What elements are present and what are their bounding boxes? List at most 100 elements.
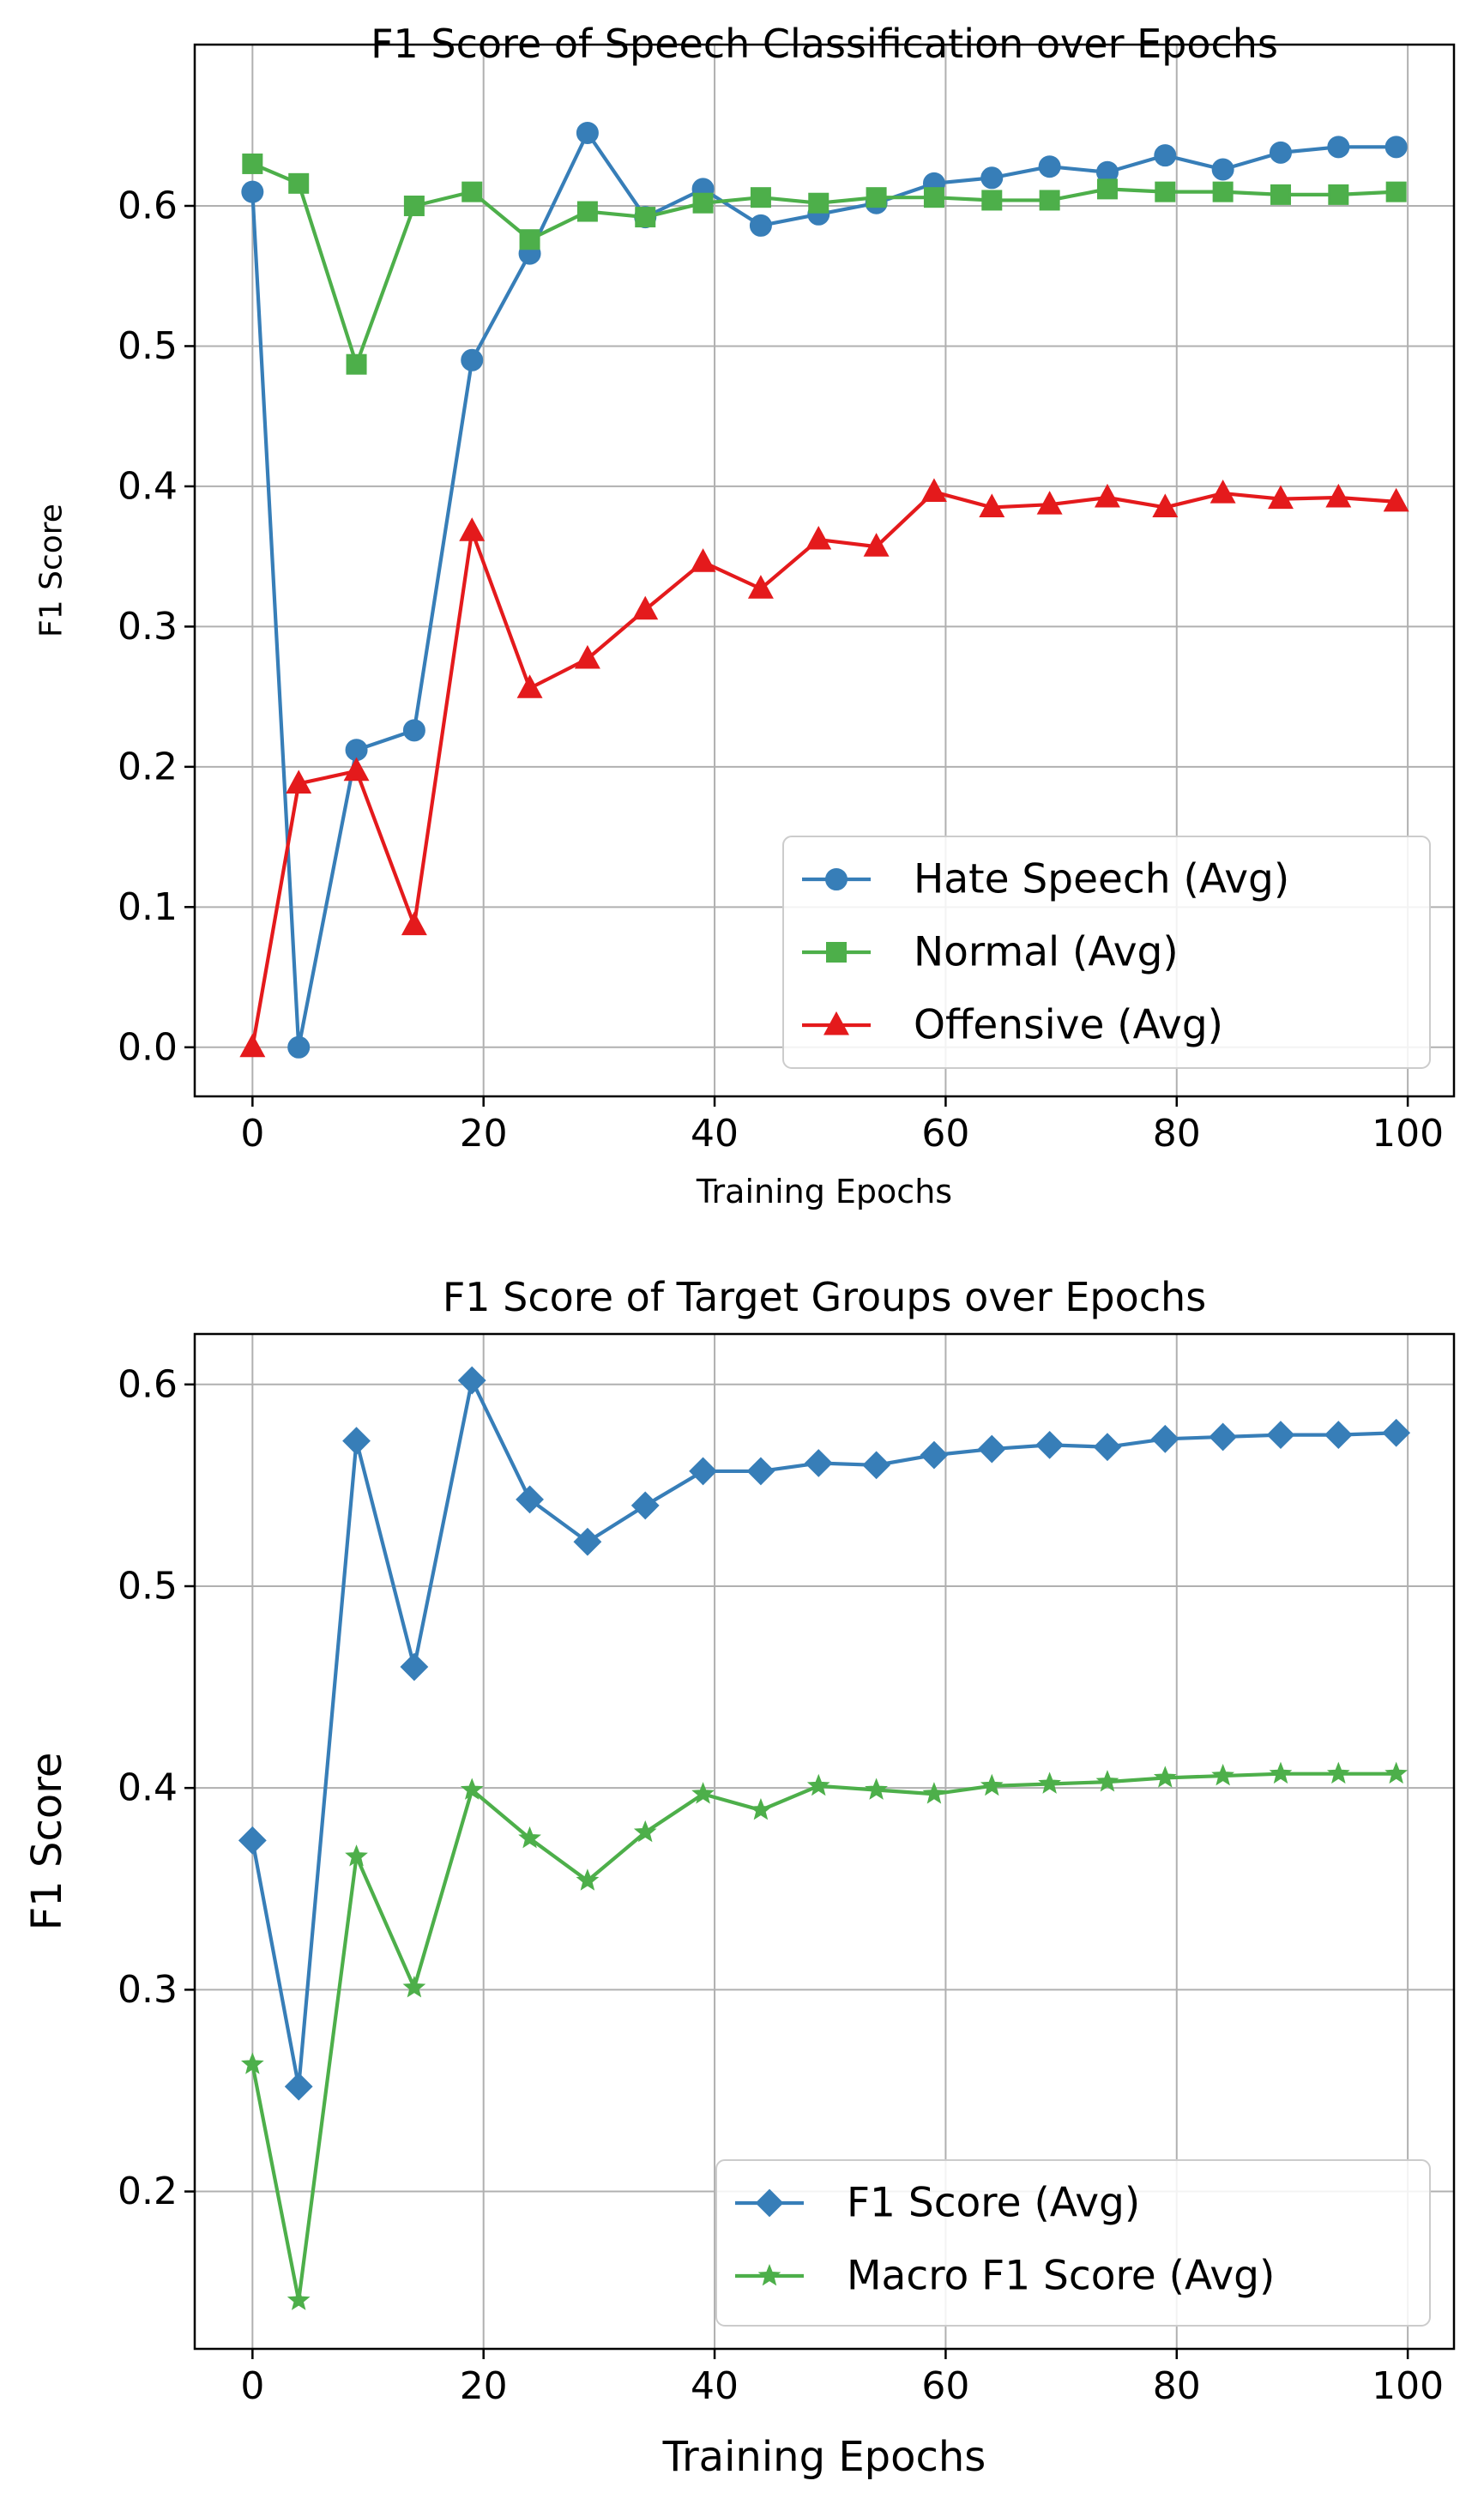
data-point <box>1212 181 1234 202</box>
legend: Hate Speech (Avg) Normal (Avg) Offensive (… <box>782 836 1431 1069</box>
data-point <box>241 180 264 203</box>
data-point <box>1382 1418 1411 1447</box>
legend-marker <box>823 1011 849 1035</box>
data-point <box>1094 483 1120 508</box>
data-point <box>920 1440 949 1470</box>
data-point <box>573 1527 602 1556</box>
y-tick-label: 0.1 <box>118 885 178 929</box>
data-point <box>240 2052 264 2074</box>
data-point <box>804 1449 833 1477</box>
data-point <box>865 1778 888 1800</box>
data-point <box>862 1451 891 1480</box>
series-offensive-avg <box>239 478 1409 1058</box>
y-tick-label: 0.6 <box>118 1362 178 1406</box>
legend-item: Hate Speech (Avg) <box>802 856 1289 903</box>
data-point <box>690 548 716 572</box>
y-tick-label: 0.4 <box>118 464 178 508</box>
data-point <box>632 595 659 620</box>
data-point <box>345 1844 368 1867</box>
data-point <box>239 1033 266 1058</box>
data-point <box>808 192 829 214</box>
x-tick-label: 60 <box>921 1112 969 1156</box>
data-point <box>1270 184 1291 205</box>
chart-title: F1 Score of Target Groups over Epochs <box>443 1274 1206 1320</box>
data-point <box>287 2288 311 2310</box>
data-point <box>1095 1770 1119 1792</box>
x-tick-label: 80 <box>1153 2364 1201 2408</box>
data-point <box>1328 184 1349 205</box>
legend-marker <box>825 868 848 890</box>
data-point <box>402 1975 426 1998</box>
data-point <box>461 348 484 371</box>
data-point <box>806 1773 830 1796</box>
data-point <box>345 739 368 762</box>
x-tick-label: 20 <box>460 2364 508 2408</box>
data-point <box>923 187 944 208</box>
legend: F1 Score (Avg) Macro F1 Score (Avg) <box>715 2159 1431 2327</box>
data-point <box>576 201 598 222</box>
data-point <box>692 192 714 214</box>
legend-box <box>782 836 1431 1069</box>
data-point <box>746 1457 775 1486</box>
data-point <box>920 478 947 502</box>
data-point <box>286 770 312 794</box>
y-tick-label: 0.5 <box>118 324 178 368</box>
data-point <box>1384 136 1408 159</box>
data-point <box>1211 1764 1235 1786</box>
data-point <box>1268 485 1294 510</box>
legend-label: Offensive (Avg) <box>914 1002 1223 1049</box>
plot-frame <box>193 43 1456 1098</box>
data-point <box>635 207 656 228</box>
y-axis-label: F1 Score <box>23 1753 71 1931</box>
data-point <box>922 1782 946 1804</box>
data-point <box>1039 190 1060 211</box>
legend-marker <box>826 942 847 963</box>
x-tick-label: 60 <box>921 2364 969 2408</box>
data-point <box>977 1434 1006 1464</box>
legend-label: F1 Score (Avg) <box>847 2180 1140 2227</box>
data-point <box>400 1652 429 1681</box>
chart-1: 0 20 40 60 80 100 0.0 0.1 0.2 0.3 0.4 0.5 0.6 F1 Scor… <box>34 21 1456 1210</box>
data-point <box>574 644 600 669</box>
data-point <box>401 911 427 936</box>
data-point <box>576 1868 600 1891</box>
data-point <box>1153 1766 1177 1788</box>
x-tick-label: 0 <box>240 2364 264 2408</box>
legend-label: Macro F1 Score (Avg) <box>847 2253 1275 2300</box>
x-tick-label: 40 <box>691 2364 739 2408</box>
y-tick-label: 0.2 <box>118 2170 178 2213</box>
x-tick-label: 100 <box>1372 2364 1444 2408</box>
data-point <box>750 187 771 208</box>
data-point <box>980 166 1004 190</box>
data-point <box>1269 141 1292 164</box>
series-macro-f1-score-avg <box>240 1761 1409 2310</box>
data-point <box>691 1782 715 1804</box>
y-tick-label: 0.2 <box>118 745 178 788</box>
data-point <box>1155 181 1176 202</box>
data-point <box>457 1366 486 1395</box>
y-tick-label: 0.0 <box>118 1025 178 1069</box>
data-point <box>242 153 263 174</box>
data-point <box>633 1820 657 1843</box>
series-f1-score-avg <box>238 1366 1411 2101</box>
data-point <box>747 575 774 599</box>
series-normal-avg <box>242 153 1407 375</box>
data-point <box>1327 136 1350 159</box>
x-axis-label: Training Epochs <box>662 2433 986 2481</box>
x-tick-label: 0 <box>240 1112 264 1156</box>
data-point <box>287 1035 311 1059</box>
data-point <box>343 757 370 782</box>
data-point <box>1209 1422 1238 1452</box>
x-tick-label: 20 <box>460 1112 508 1156</box>
data-point <box>1324 1421 1353 1450</box>
data-point <box>1211 158 1234 181</box>
data-point <box>346 353 367 375</box>
y-tick-label: 0.3 <box>118 605 178 649</box>
data-point <box>461 181 483 202</box>
data-point <box>519 229 540 250</box>
legend-marker <box>755 2188 784 2218</box>
data-point <box>1383 487 1409 512</box>
data-point <box>1096 178 1118 200</box>
x-tick-label: 40 <box>691 1112 739 1156</box>
